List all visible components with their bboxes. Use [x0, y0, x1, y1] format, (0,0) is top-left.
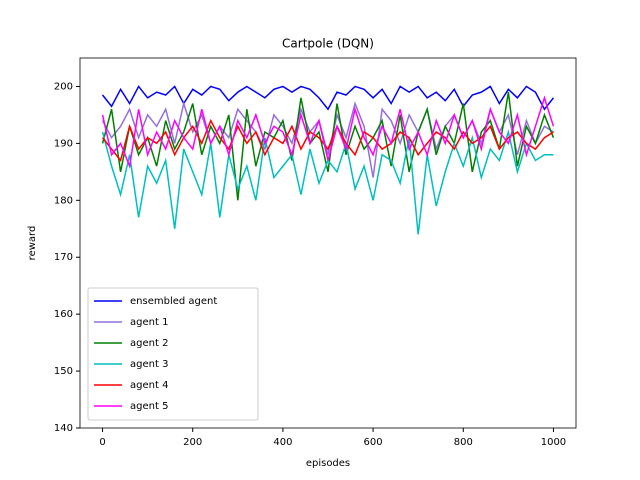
plot-frame — [79, 57, 577, 429]
legend-label: agent 3 — [130, 359, 168, 370]
chart-title: Cartpole (DQN) — [282, 37, 374, 51]
legend-label: agent 2 — [130, 338, 168, 349]
x-tick-label: 600 — [364, 437, 383, 448]
x-tick-label: 800 — [454, 437, 473, 448]
legend-label: ensembled agent — [130, 296, 217, 307]
y-axis-label: reward — [27, 226, 38, 261]
y-tick-label: 140 — [54, 423, 73, 434]
x-tick-label: 200 — [183, 437, 202, 448]
x-tick-label: 0 — [99, 437, 105, 448]
legend-label: agent 5 — [130, 401, 168, 412]
x-tick-label: 1000 — [541, 437, 566, 448]
legend-box — [87, 287, 259, 421]
y-tick-label: 180 — [54, 195, 73, 206]
line-series — [101, 85, 555, 111]
y-tick-label: 160 — [54, 309, 73, 320]
y-tick-label: 200 — [54, 81, 73, 92]
line-series — [101, 100, 554, 178]
x-axis-label: episodes — [306, 458, 350, 469]
line-series — [101, 92, 555, 201]
y-tick-label: 150 — [54, 366, 73, 377]
line-series — [101, 95, 555, 169]
legend-label: agent 4 — [130, 380, 168, 391]
x-tick-label: 400 — [273, 437, 292, 448]
y-tick-label: 190 — [54, 138, 73, 149]
legend-label: agent 1 — [130, 317, 168, 328]
y-tick-label: 170 — [54, 252, 73, 263]
